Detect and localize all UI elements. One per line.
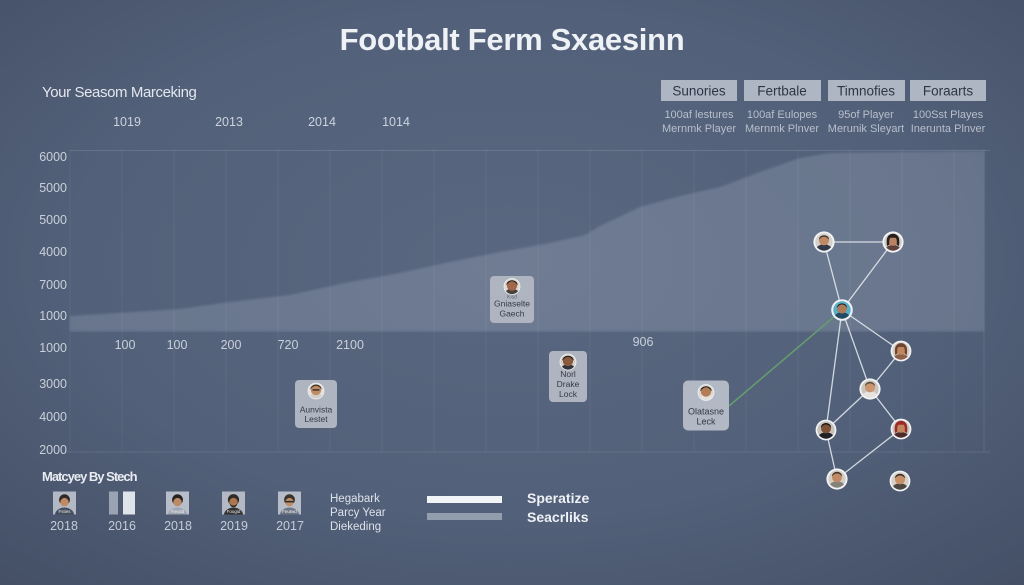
svg-text:Mernmk Plnver: Mernmk Plnver [745,123,819,135]
svg-text:2014: 2014 [308,115,336,129]
svg-text:95of Player: 95of Player [838,109,894,121]
svg-text:Parcy Year: Parcy Year [330,507,386,519]
svg-text:100af lestures: 100af lestures [664,109,734,121]
svg-text:Fsties: Fsties [58,509,71,514]
svg-text:Kisd: Kisd [507,295,517,301]
svg-text:200: 200 [221,338,242,352]
svg-text:Gaech: Gaech [499,309,524,319]
svg-text:Gniaselte: Gniaselte [494,299,530,309]
svg-text:3000: 3000 [39,377,67,391]
svg-text:5000: 5000 [39,213,67,227]
svg-text:4000: 4000 [39,410,67,424]
svg-text:Aunvista: Aunvista [300,405,333,415]
svg-text:2019: 2019 [220,519,248,533]
svg-text:5000: 5000 [39,181,67,195]
svg-text:Fieutid: Fieutid [171,509,185,514]
svg-text:2013: 2013 [215,115,243,129]
svg-text:2100: 2100 [336,338,364,352]
svg-text:Feutwd: Feutwd [282,509,297,514]
svg-text:100: 100 [115,338,136,352]
svg-text:2016: 2016 [108,519,136,533]
svg-text:6000: 6000 [39,150,67,164]
svg-text:Diekeding: Diekeding [330,521,381,533]
svg-text:Drake: Drake [557,379,580,389]
svg-text:Merunik Sleyart: Merunik Sleyart [828,123,904,135]
svg-text:1000: 1000 [39,309,67,323]
svg-text:1000: 1000 [39,341,67,355]
svg-text:Lestet: Lestet [304,414,328,424]
svg-text:2017: 2017 [276,519,304,533]
svg-text:Sunories: Sunories [672,84,726,99]
svg-text:Fougid: Fougid [227,509,241,514]
svg-text:Your Seasom Marceking: Your Seasom Marceking [42,84,197,101]
svg-text:7000: 7000 [39,278,67,292]
svg-text:2000: 2000 [39,443,67,457]
svg-text:Hegabark: Hegabark [330,493,380,505]
svg-text:4000: 4000 [39,245,67,259]
svg-text:Timnofies: Timnofies [837,84,895,99]
svg-text:2018: 2018 [164,519,192,533]
svg-text:Fertbale: Fertbale [757,84,807,99]
svg-text:100af Eulopes: 100af Eulopes [747,109,818,121]
svg-text:Norl: Norl [560,369,576,379]
svg-text:Speratize: Speratize [527,490,589,506]
svg-text:1019: 1019 [113,115,141,129]
svg-text:2018: 2018 [50,519,78,533]
svg-text:Seacrliks: Seacrliks [527,509,589,525]
svg-text:Olatasne: Olatasne [688,407,724,417]
svg-text:906: 906 [633,335,654,349]
svg-text:Leck: Leck [696,417,716,427]
svg-text:Footbalt Ferm Sxaesinn: Footbalt Ferm Sxaesinn [340,22,685,57]
svg-text:720: 720 [278,338,299,352]
svg-text:Foraarts: Foraarts [923,84,974,99]
svg-text:1014: 1014 [382,115,410,129]
svg-text:Inerunta Plnver: Inerunta Plnver [911,123,986,135]
svg-text:100Sst Playes: 100Sst Playes [913,109,984,121]
svg-text:Mernmk Player: Mernmk Player [662,123,736,135]
svg-text:Lock: Lock [559,389,578,399]
svg-text:Matcyey By Stech: Matcyey By Stech [42,469,138,484]
svg-text:100: 100 [167,338,188,352]
